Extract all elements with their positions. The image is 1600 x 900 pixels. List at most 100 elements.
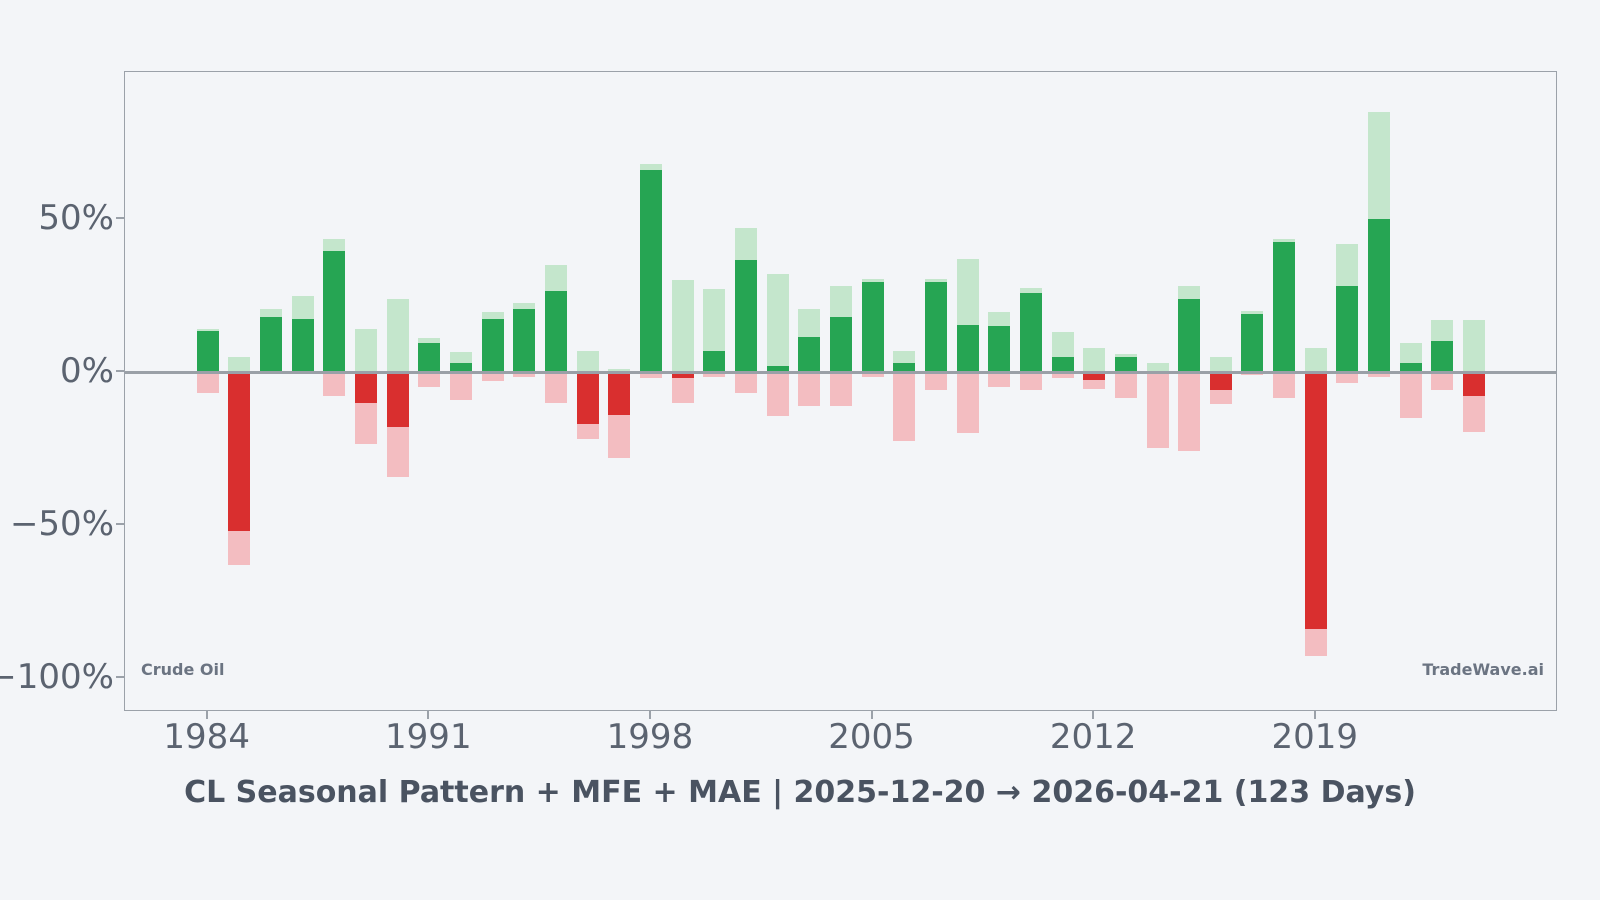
bar-return-2020 — [1336, 286, 1359, 372]
x-tick-label: 1998 — [606, 717, 694, 757]
bar-mfe-1997 — [608, 368, 631, 372]
bar-mfe-2019 — [1304, 347, 1327, 372]
bar-mae-2023 — [1431, 372, 1454, 391]
y-tick-mark — [116, 370, 124, 372]
bar-return-2015 — [1178, 298, 1201, 372]
zero-line — [125, 371, 1556, 374]
x-tick-mark — [427, 711, 430, 719]
bar-mfe-2014 — [1146, 362, 1169, 372]
bar-mae-2013 — [1114, 372, 1137, 398]
bar-mae-2001 — [734, 372, 757, 394]
bar-mae-2006 — [893, 372, 916, 441]
bar-return-2018 — [1273, 242, 1296, 372]
x-tick-mark — [648, 711, 651, 719]
bar-return-2019 — [1304, 372, 1327, 629]
x-tick-mark — [1092, 711, 1095, 719]
bar-return-1984 — [196, 330, 219, 372]
bar-mfe-2012 — [1083, 347, 1106, 372]
bar-return-2003 — [798, 336, 821, 372]
bar-return-1994 — [513, 309, 536, 372]
bar-mae-1994 — [513, 372, 536, 377]
bar-return-2013 — [1114, 356, 1137, 372]
bar-return-1999 — [671, 372, 694, 379]
symbol-watermark: Crude Oil — [141, 660, 225, 679]
bar-mfe-1996 — [576, 350, 599, 372]
bar-return-2007 — [924, 281, 947, 372]
bar-return-1996 — [576, 372, 599, 424]
y-tick-mark — [116, 522, 124, 525]
bar-return-1993 — [481, 318, 504, 372]
bar-return-2012 — [1083, 372, 1106, 380]
bar-return-2023 — [1431, 341, 1454, 372]
x-tick-label: 1991 — [385, 717, 472, 757]
bar-return-1987 — [291, 318, 314, 372]
bar-return-2000 — [703, 350, 726, 372]
x-tick-label: 2019 — [1271, 717, 1359, 757]
bar-return-1985 — [228, 372, 251, 531]
bar-return-2010 — [1019, 292, 1042, 372]
chart-title: CL Seasonal Pattern + MFE + MAE | 2025-1… — [184, 775, 1416, 810]
bar-return-1986 — [260, 316, 283, 372]
y-tick-label: −50% — [9, 503, 114, 544]
bar-return-1997 — [608, 372, 631, 415]
bar-return-2004 — [829, 316, 852, 372]
x-tick-label: 1984 — [163, 717, 250, 757]
x-tick-mark — [1313, 711, 1316, 719]
bar-mfe-2024 — [1463, 320, 1486, 372]
bar-mae-2009 — [988, 372, 1011, 388]
bar-mae-2005 — [861, 372, 884, 377]
y-tick-label: 0% — [60, 351, 114, 391]
bar-return-2006 — [893, 362, 916, 372]
bar-return-2024 — [1463, 372, 1486, 397]
bar-mae-1992 — [449, 372, 472, 400]
bar-return-2005 — [861, 281, 884, 372]
bar-mae-2022 — [1399, 372, 1422, 418]
y-tick-label: −100% — [0, 656, 114, 697]
bar-return-1991 — [418, 342, 441, 372]
brand-watermark: TradeWave.ai — [1422, 660, 1544, 679]
bar-mae-1991 — [418, 372, 441, 388]
bar-return-2009 — [988, 326, 1011, 372]
y-tick-label: 50% — [38, 198, 114, 239]
bar-mae-2014 — [1146, 372, 1169, 449]
bar-mfe-2002 — [766, 274, 789, 372]
bar-return-2008 — [956, 324, 979, 372]
bar-mae-2020 — [1336, 372, 1359, 383]
bar-mfe-1989 — [355, 329, 377, 372]
bar-return-2022 — [1399, 362, 1422, 372]
bar-mae-1998 — [639, 372, 662, 379]
bar-return-2016 — [1209, 372, 1232, 391]
bar-mae-2007 — [924, 372, 947, 391]
bar-mae-2015 — [1178, 372, 1201, 452]
bar-mae-2017 — [1241, 372, 1264, 376]
x-tick-label: 2005 — [828, 717, 915, 757]
bar-mae-2000 — [703, 372, 726, 377]
bar-mae-2004 — [829, 372, 852, 406]
bar-return-1995 — [544, 291, 567, 372]
bar-mae-1988 — [323, 372, 346, 397]
bar-mfe-1999 — [671, 280, 694, 372]
bar-return-2021 — [1368, 219, 1391, 372]
x-tick-mark — [870, 711, 873, 719]
bar-mae-1999 — [671, 372, 694, 403]
bar-mae-2008 — [956, 372, 979, 434]
bar-return-1992 — [449, 362, 472, 372]
bar-return-2002 — [766, 365, 789, 372]
y-tick-mark — [116, 217, 124, 220]
bar-return-2011 — [1051, 356, 1074, 372]
bar-return-2001 — [734, 260, 757, 372]
bar-return-2017 — [1241, 313, 1264, 372]
bar-mfe-1985 — [228, 356, 251, 372]
bar-mfe-2016 — [1209, 356, 1232, 372]
bar-mae-2018 — [1273, 372, 1296, 398]
bar-mae-2021 — [1368, 372, 1391, 377]
bar-mfe-1990 — [386, 298, 409, 372]
bar-mae-2011 — [1051, 372, 1074, 379]
bar-return-1989 — [355, 372, 377, 403]
y-tick-mark — [116, 675, 124, 678]
bar-mae-1993 — [481, 372, 504, 382]
bar-return-1990 — [386, 372, 409, 427]
x-tick-mark — [205, 711, 208, 719]
bar-mae-2003 — [798, 372, 821, 406]
